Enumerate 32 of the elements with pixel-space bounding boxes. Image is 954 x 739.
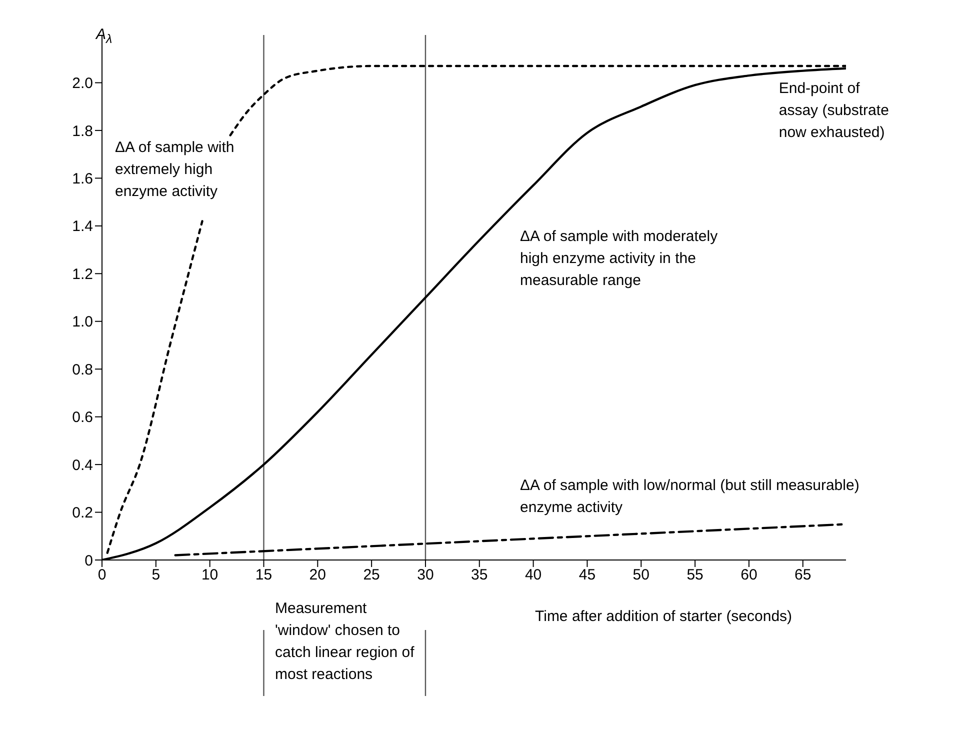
y-tick-label: 1.6 xyxy=(72,170,93,188)
y-tick-label: 1.0 xyxy=(72,314,93,331)
x-tick-label: 35 xyxy=(471,566,488,584)
series-label: ΔA of sample with moderately high enzyme activity in the measurable range xyxy=(520,227,719,291)
x-tick-label: 25 xyxy=(363,566,380,584)
y-tick-label: 0.2 xyxy=(72,504,93,522)
y-axis-title: A$_{λ}$ xyxy=(96,25,112,48)
annotation: End-point of assay (substrate now exhausted) xyxy=(778,79,890,144)
x-tick-label: 65 xyxy=(794,566,812,584)
y-tick-label: 0 xyxy=(84,552,93,570)
y-tick-label: 0.8 xyxy=(72,361,93,378)
y-tick-label: 1.4 xyxy=(72,218,93,236)
y-tick-label: 1.8 xyxy=(72,122,93,140)
x-tick-label: 45 xyxy=(578,566,596,584)
series-label: ΔA of sample with low/normal (but still measurable) enzyme activity xyxy=(520,476,860,518)
y-tick-label: 0.6 xyxy=(72,409,93,426)
y-tick-label: 2.0 xyxy=(72,75,93,92)
x-tick-label: 60 xyxy=(740,566,758,584)
x-tick-label: 0 xyxy=(98,566,106,584)
y-tick-label: 1.2 xyxy=(72,266,93,283)
series-label: ΔA of sample with extremely high enzyme activity xyxy=(115,138,236,202)
x-tick-label: 5 xyxy=(152,566,160,584)
x-axis-title: Time after addition of starter (seconds) xyxy=(535,607,792,627)
x-tick-label: 20 xyxy=(309,566,326,584)
x-tick-label: 30 xyxy=(417,566,434,584)
x-tick-label: 15 xyxy=(255,566,272,584)
x-tick-label: 50 xyxy=(632,566,650,584)
text: Measurement 'window' chosen to catch linear region of most reactions xyxy=(275,599,416,685)
x-tick-label: 10 xyxy=(201,566,218,584)
y-tick-label: 0.4 xyxy=(72,456,93,474)
x-tick-label: 55 xyxy=(686,566,704,584)
x-tick-label: 40 xyxy=(524,566,542,584)
